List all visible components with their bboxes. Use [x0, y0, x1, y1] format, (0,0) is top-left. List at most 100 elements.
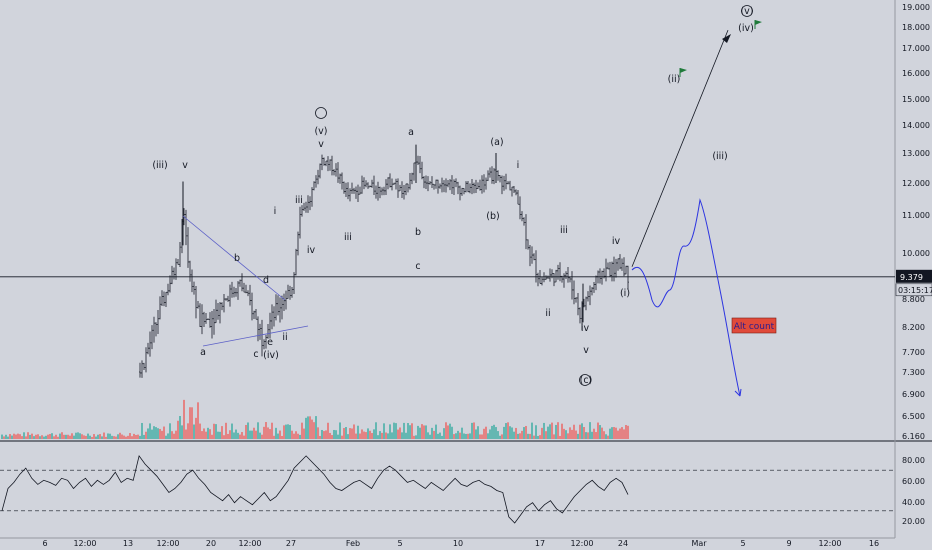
volume-bar — [415, 435, 417, 439]
volume-bar — [69, 435, 71, 439]
volume-bar — [513, 431, 515, 439]
volume-bar — [275, 427, 277, 439]
volume-bar — [23, 432, 25, 439]
volume-bar — [425, 425, 427, 439]
volume-bar — [47, 434, 49, 439]
volume-bar — [457, 430, 459, 439]
volume-bar — [215, 424, 217, 439]
triangle-lower-line[interactable] — [202, 325, 309, 347]
volume-bar — [149, 423, 151, 439]
time-tick-label: 6 — [42, 539, 47, 548]
volume-bar — [355, 433, 357, 439]
volume-bar — [77, 432, 79, 439]
volume-bar — [165, 435, 167, 439]
volume-bar — [75, 432, 77, 439]
volume-bar — [55, 434, 57, 439]
volume-bar — [91, 436, 93, 439]
volume-bar — [619, 428, 621, 439]
volume-bar — [261, 434, 263, 439]
wave-label: (v) — [314, 126, 327, 137]
volume-bar — [237, 432, 239, 439]
volume-bar — [367, 428, 369, 439]
volume-bar — [53, 436, 55, 439]
volume-bar — [623, 429, 625, 439]
volume-bar — [489, 429, 491, 439]
volume-bar — [139, 435, 141, 439]
volume-bar — [439, 432, 441, 439]
volume-bar — [385, 432, 387, 439]
volume-bar — [63, 434, 65, 439]
volume-bar — [115, 436, 117, 439]
wave-label: (c) — [580, 375, 593, 386]
price-tick-label: 6.900 — [902, 390, 925, 399]
volume-bar — [381, 432, 383, 439]
volume-bar — [603, 431, 605, 439]
wave-label: iv — [612, 236, 621, 247]
volume-bar — [613, 427, 615, 439]
volume-bar — [31, 433, 33, 439]
volume-bar — [13, 433, 15, 439]
volume-bar — [333, 429, 335, 439]
volume-bar — [145, 431, 147, 439]
volume-bar — [529, 433, 531, 439]
wave-label: c — [253, 349, 258, 360]
volume-bar — [581, 423, 583, 439]
volume-bar — [427, 432, 429, 439]
wave-label: e — [267, 337, 273, 348]
alt-projection-curve[interactable] — [631, 198, 741, 397]
volume-bar — [167, 433, 169, 439]
wave-label: iv — [307, 245, 316, 256]
volume-bar — [517, 433, 519, 439]
volume-bar — [35, 434, 37, 439]
volume-bar — [341, 435, 343, 439]
volume-bar — [401, 432, 403, 439]
volume-bar — [289, 424, 291, 439]
volume-bar — [539, 435, 541, 439]
volume-bar — [81, 434, 83, 439]
volume-bar — [389, 424, 391, 439]
volume-bar — [7, 436, 9, 439]
projection-arrow-line[interactable] — [631, 29, 729, 267]
volume-bar — [527, 433, 529, 439]
volume-bar — [17, 433, 19, 439]
volume-bar — [535, 425, 537, 439]
volume-bar — [495, 427, 497, 439]
volume-bar — [59, 433, 61, 439]
volume-bar — [175, 430, 177, 439]
volume-bar — [271, 422, 273, 439]
volume-bar — [499, 435, 501, 439]
volume-bar — [73, 435, 75, 439]
volume-bar — [419, 427, 421, 439]
volume-bar — [359, 433, 361, 439]
volume-bar — [407, 423, 409, 439]
volume-bar — [537, 435, 539, 439]
volume-bar — [553, 434, 555, 439]
volume-bar — [267, 427, 269, 439]
volume-bar — [577, 433, 579, 439]
volume-bar — [239, 434, 241, 439]
volume-bar — [213, 423, 215, 439]
volume-bar — [595, 432, 597, 439]
volume-bar — [335, 430, 337, 439]
volume-bar — [299, 434, 301, 439]
volume-bar — [311, 419, 313, 439]
volume-bar — [117, 434, 119, 439]
price-tick-label: 7.700 — [902, 348, 925, 357]
volume-bar — [313, 422, 315, 439]
volume-bar — [563, 428, 565, 439]
triangle-upper-line[interactable] — [182, 215, 286, 301]
volume-bar — [421, 424, 423, 439]
volume-bar — [57, 436, 59, 439]
wave-label: ii — [545, 308, 550, 319]
volume-bar — [205, 431, 207, 439]
volume-bar — [27, 432, 29, 439]
volume-bar — [353, 424, 355, 439]
volume-bar — [501, 434, 503, 439]
volume-bar — [157, 428, 159, 439]
rsi-line[interactable] — [1, 454, 629, 524]
volume-bar — [583, 426, 585, 439]
volume-bar — [625, 424, 627, 439]
volume-bar — [521, 430, 523, 439]
